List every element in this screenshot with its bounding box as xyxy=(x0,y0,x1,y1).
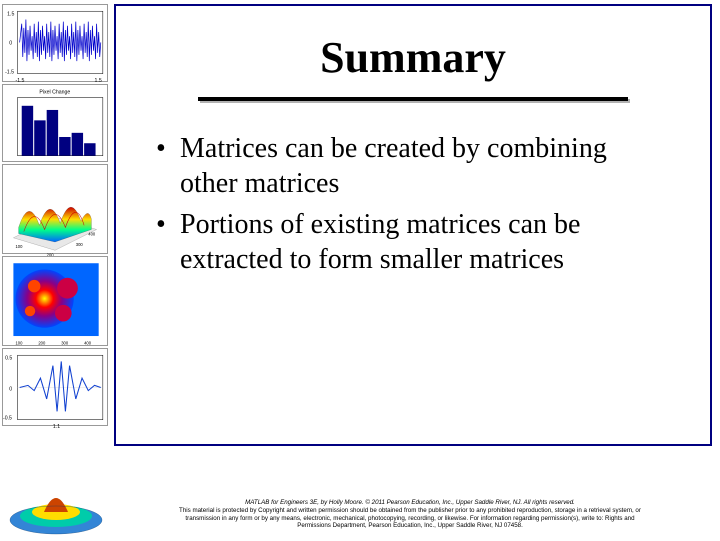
footer-line: MATLAB for Engineers 3E, by Holly Moore.… xyxy=(120,499,700,507)
thumb-surface-plot: 100 200 300 400 xyxy=(2,164,108,254)
slide-title: Summary xyxy=(116,32,710,83)
thumb-fractal-plot: 100 200 300 400 xyxy=(2,256,108,346)
footer-line: This material is protected by Copyright … xyxy=(120,507,700,515)
title-underline xyxy=(198,97,628,101)
slide: 1.5 0 -1.5 -1.5 1.5 Pixel Change values xyxy=(0,0,720,540)
svg-text:300: 300 xyxy=(76,242,84,247)
bullet-item: Portions of existing matrices can be ext… xyxy=(156,207,670,277)
bullet-list: Matrices can be created by combining oth… xyxy=(156,131,670,277)
footer-line: transmission in any form or by any means… xyxy=(120,515,700,523)
svg-text:0.5: 0.5 xyxy=(5,355,12,361)
content-frame: Summary Matrices can be created by combi… xyxy=(114,4,712,446)
svg-text:1.1: 1.1 xyxy=(53,424,60,430)
svg-text:200: 200 xyxy=(38,340,46,345)
footer-copyright: MATLAB for Engineers 3E, by Holly Moore.… xyxy=(120,499,700,530)
thumb-noise-plot: 1.5 0 -1.5 -1.5 1.5 xyxy=(2,4,108,82)
sidebar-thumbnails: 1.5 0 -1.5 -1.5 1.5 Pixel Change values xyxy=(0,0,110,540)
svg-text:1.5: 1.5 xyxy=(7,11,14,17)
svg-text:0: 0 xyxy=(9,41,12,47)
svg-text:-1.5: -1.5 xyxy=(5,70,14,76)
footer-line: Permissions Department, Pearson Educatio… xyxy=(120,522,700,530)
svg-text:300: 300 xyxy=(61,340,69,345)
corner-surface-plot xyxy=(4,476,108,536)
thumb-bar-chart: Pixel Change values xyxy=(2,84,108,162)
svg-text:-0.5: -0.5 xyxy=(3,416,12,422)
thumb-line-plot: 0.5 0 -0.5 1.1 xyxy=(2,348,108,426)
bullet-item: Matrices can be created by combining oth… xyxy=(156,131,670,201)
svg-text:100: 100 xyxy=(15,244,23,249)
svg-text:400: 400 xyxy=(88,232,96,237)
svg-text:100: 100 xyxy=(15,340,23,345)
svg-text:Pixel Change: Pixel Change xyxy=(39,89,70,95)
svg-text:400: 400 xyxy=(84,340,92,345)
svg-text:0: 0 xyxy=(9,387,12,393)
